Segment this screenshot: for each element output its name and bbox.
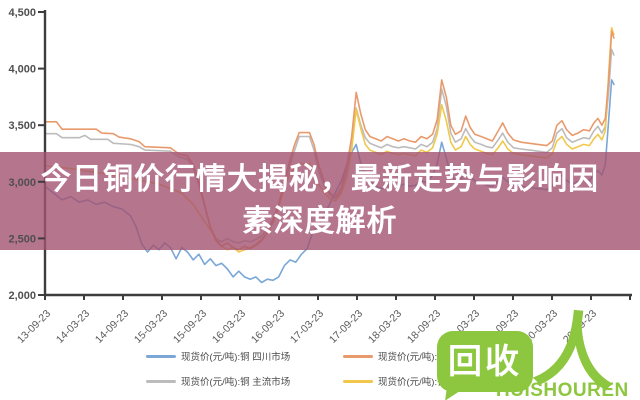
title-banner: 今日铜价行情大揭秘，最新走势与影响因 素深度解析 bbox=[0, 152, 640, 250]
legend-swatch-icon bbox=[343, 354, 373, 358]
y-tick-label: 3,500 bbox=[8, 120, 36, 132]
legend-item-0: 现货价(元/吨):铜 四川市场 bbox=[146, 349, 343, 363]
y-tick-label: 3,000 bbox=[8, 177, 36, 189]
legend-label: 现货价(元/吨):铜 华东市场 bbox=[378, 352, 488, 363]
legend-swatch-icon bbox=[343, 379, 373, 383]
legend-item-2: 现货价(元/吨):铜 主流市场 bbox=[146, 374, 343, 388]
article-title: 今日铜价行情大揭秘，最新走势与影响因 素深度解析 bbox=[0, 159, 640, 243]
y-tick-label: 4,000 bbox=[8, 64, 36, 76]
legend-item-1: 现货价(元/吨):铜 华东市场 bbox=[343, 349, 532, 363]
article-title-line2: 素深度解析 bbox=[242, 205, 398, 238]
legend-swatch-icon bbox=[146, 379, 176, 383]
article-title-line1: 今日铜价行情大揭秘，最新走势与影响因 bbox=[41, 163, 599, 196]
legend-label: 现货价(元/吨):铜 华北市场 bbox=[378, 377, 488, 388]
chart-legend: 现货价(元/吨):铜 四川市场 现货价(元/吨):铜 华东市场 现货价(元/吨):铜… bbox=[146, 349, 532, 388]
legend-swatch-icon bbox=[146, 354, 176, 358]
y-tick-label: 2,500 bbox=[8, 233, 36, 245]
legend-item-3: 现货价(元/吨):铜 华北市场 bbox=[343, 374, 532, 388]
y-tick-label: 4,500 bbox=[8, 7, 36, 19]
y-tick-label: 2,000 bbox=[8, 290, 36, 302]
legend-label: 现货价(元/吨):铜 四川市场 bbox=[181, 352, 291, 363]
legend-label: 现货价(元/吨):铜 主流市场 bbox=[181, 377, 291, 388]
